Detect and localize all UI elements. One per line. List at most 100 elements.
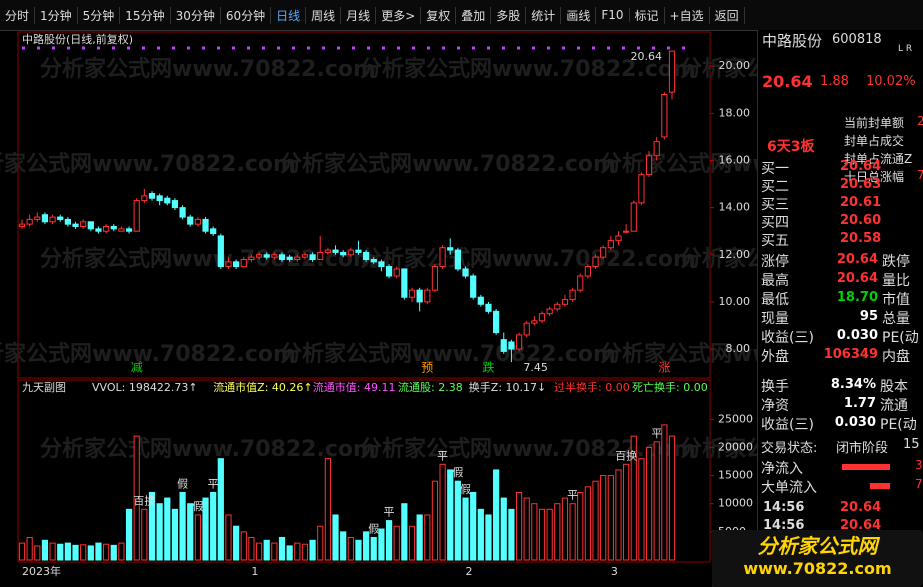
- stat-label2: 量比: [882, 273, 910, 289]
- seal-value: 2: [917, 114, 923, 128]
- volume-bar: [355, 539, 362, 561]
- volume-bar: [41, 539, 49, 561]
- price: 20.64: [762, 72, 813, 91]
- candle-body: [271, 254, 278, 258]
- tick-time: 14:56: [763, 500, 805, 515]
- y-tick-label: 15000: [718, 469, 753, 482]
- volume-bar: [347, 536, 354, 561]
- toolbar-button[interactable]: 叠加: [456, 6, 492, 24]
- volume-bar: [385, 520, 393, 561]
- volume-bar: [263, 539, 270, 561]
- volume-bar: [363, 531, 370, 561]
- candle-body: [179, 207, 186, 218]
- volume-bar: [439, 463, 446, 561]
- candle-body: [49, 216, 56, 223]
- volume-annotation: 平: [437, 449, 448, 462]
- volume-bar: [561, 497, 569, 561]
- candle-body: [164, 197, 171, 204]
- candle-body: [255, 254, 263, 258]
- volume-bar: [500, 497, 507, 561]
- indicator: 死亡换手: 0.00: [632, 380, 708, 394]
- toolbar-button[interactable]: 画线: [561, 6, 597, 24]
- logo: 分析家公式网 www.70822.com: [712, 530, 923, 587]
- flow-bar: [870, 483, 890, 489]
- volume-bar: [401, 503, 408, 561]
- volume-bar: [470, 491, 477, 561]
- volume-bar: [233, 525, 240, 561]
- order-label: 买五: [761, 233, 789, 249]
- volume-bar: [271, 542, 278, 561]
- seal-label: 当前封单额: [844, 116, 905, 130]
- tick-price: 20.64: [840, 518, 882, 533]
- candle-body: [95, 228, 102, 232]
- stat-label: 净资: [761, 398, 789, 414]
- flow-label: 大单流入: [761, 480, 817, 496]
- volume-annotation: 假: [460, 482, 471, 496]
- toolbar-button[interactable]: 60分钟: [221, 6, 272, 24]
- candle-body: [569, 289, 576, 301]
- watermark: 分析家公式网www.70822.com: [40, 436, 376, 462]
- volume-bar: [164, 497, 171, 561]
- x-tick-label: 3: [611, 565, 618, 578]
- toolbar-button[interactable]: 标记: [630, 6, 665, 24]
- volume-bar: [278, 536, 286, 561]
- volume-bar: [577, 491, 584, 561]
- toolbar-button[interactable]: 1分钟: [35, 6, 78, 24]
- toolbar-button[interactable]: 统计: [526, 6, 562, 24]
- toolbar-button[interactable]: 复权: [421, 6, 457, 24]
- volume-bar: [309, 539, 316, 561]
- toolbar-button[interactable]: 月线: [341, 6, 377, 24]
- status-value: 闭市阶段: [836, 441, 889, 456]
- volume-bar: [546, 508, 553, 561]
- volume-bar: [653, 441, 660, 561]
- stat-value: 0.030: [834, 415, 876, 430]
- candle-body: [592, 256, 599, 268]
- volume-bar: [148, 491, 156, 561]
- toolbar-button[interactable]: 多股: [491, 6, 527, 24]
- flow-label: 净流入: [761, 461, 803, 477]
- stat-label2: 跌停: [882, 254, 910, 270]
- candle-body: [416, 289, 423, 303]
- toolbar-button[interactable]: 更多>: [376, 6, 422, 24]
- toolbar-button[interactable]: +自选: [665, 6, 710, 24]
- candle-body: [286, 256, 293, 260]
- toolbar-button[interactable]: 15分钟: [120, 6, 171, 24]
- toolbar-button[interactable]: 周线: [306, 6, 342, 24]
- stat-label2: 内盘: [882, 349, 910, 365]
- flow-value: 3: [915, 458, 923, 472]
- volume-bar: [34, 545, 41, 561]
- order-price: 20.64: [840, 159, 882, 174]
- candle-body: [439, 247, 446, 268]
- volume-bar: [286, 545, 293, 561]
- volume-bar: [80, 544, 87, 561]
- volume-bar: [301, 543, 309, 561]
- order-price: 20.60: [840, 213, 882, 228]
- candle-body: [340, 251, 347, 256]
- volume-annotation: 平: [384, 506, 395, 519]
- candle-body: [561, 299, 569, 305]
- toolbar-button[interactable]: 返回: [710, 6, 745, 24]
- toolbar-button[interactable]: 日线: [271, 6, 307, 24]
- volume-bar: [141, 508, 148, 561]
- y-tick-label: 10000: [718, 497, 753, 510]
- order-label: 买三: [761, 197, 789, 213]
- stat-label: 现量: [761, 311, 789, 327]
- stat-value: 0.030: [836, 328, 878, 343]
- chart-title: 中路股份(日线,前复权): [22, 32, 133, 46]
- volume-bar: [447, 469, 454, 561]
- seal-label: 十日总涨幅: [844, 170, 905, 184]
- stat-value: 1.77: [843, 396, 876, 411]
- candle-body: [141, 195, 148, 202]
- toolbar-button[interactable]: F10: [596, 8, 630, 22]
- signal-label: 涨: [658, 360, 670, 375]
- indicator: 流通市值: 49.11: [313, 380, 396, 394]
- watermark: 分析家公式网www.70822.com: [280, 151, 616, 177]
- toolbar-button[interactable]: 5分钟: [78, 6, 121, 24]
- y-tick-label: 20000: [718, 440, 753, 453]
- volume-bar: [370, 536, 377, 561]
- toolbar-button[interactable]: 30分钟: [171, 6, 221, 24]
- candle-body: [470, 275, 477, 298]
- toolbar-button[interactable]: 分时: [0, 6, 36, 24]
- stat-label: 最低: [761, 292, 789, 308]
- volume-bar: [393, 525, 400, 561]
